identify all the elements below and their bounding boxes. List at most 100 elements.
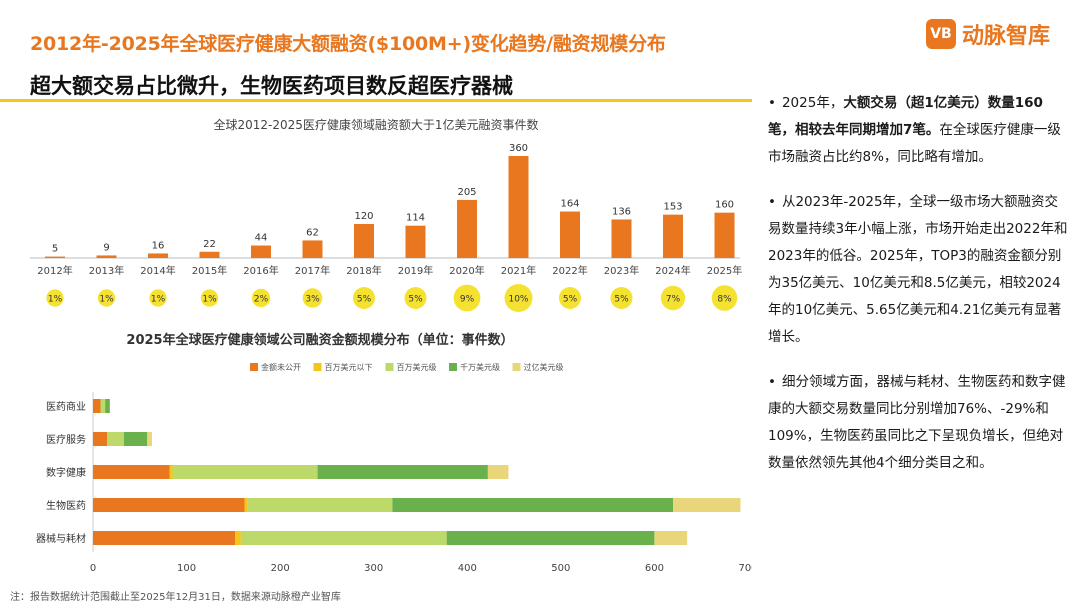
stack-segment-生物医药 (673, 498, 741, 512)
share-label: 1% (48, 295, 63, 305)
brand-logo-icon: VB (925, 19, 956, 49)
bullet-text: 大额交易（超1亿美元）数量160笔，相较去年同期增加7笔。 (768, 95, 1043, 138)
bullet-dot-icon: • (768, 194, 776, 210)
share-bubble (711, 285, 738, 311)
share-bubble (453, 284, 481, 312)
bar-value-label: 153 (663, 202, 682, 213)
share-bubble (302, 288, 323, 308)
share-label: 5% (408, 295, 423, 305)
x-tick-label: 2021年 (501, 264, 536, 277)
y-category-label: 生物医药 (46, 499, 86, 512)
stack-chart-title: 2025年全球医疗健康领域公司融资金额规模分布（单位：事件数） (126, 333, 514, 348)
x-tick-label: 2018年 (346, 264, 381, 277)
stack-segment-医疗服务 (147, 432, 152, 446)
stack-segment-医药商业 (100, 399, 106, 413)
stack-segment-生物医药 (392, 498, 674, 512)
y-category-label: 医药商业 (46, 400, 86, 413)
share-bubble (97, 289, 116, 307)
bar-2018年 (354, 224, 374, 258)
page-subtitle: 超大额交易占比微升，生物医药项目数反超医疗器械 (30, 74, 513, 98)
bar-2017年 (302, 240, 323, 258)
bullet-text: 在全球医疗健康一级市场融资占比约8%，同比略有增加。 (768, 122, 1061, 165)
share-label: 3% (305, 295, 320, 305)
stack-segment-医疗服务 (107, 432, 124, 446)
bar-value-label: 114 (406, 213, 425, 224)
x-tick-label: 2019年 (398, 264, 433, 277)
share-bubble (251, 288, 271, 308)
funding-size-stacked-chart: 金额未公开 百万美元以下 百万美元级 千万美元级 过亿美元级 0 100 200 300 400 5… (36, 362, 752, 574)
bar-2024年 (663, 214, 683, 258)
x-tick-label: 2022年 (552, 264, 587, 277)
x-tick-label: 2023年 (604, 264, 639, 277)
x-tick-label: 700 (738, 563, 752, 574)
x-tick-label: 2024年 (655, 264, 690, 277)
legend-label: 千万美元级 (460, 362, 500, 372)
y-category-label: 器械与耗材 (36, 532, 86, 545)
stack-segment-数字健康 (317, 465, 488, 479)
bullet-text: 细分领域方面，器械与耗材、生物医药和数字健康的大额交易数量同比分别增加76%、-… (768, 374, 1066, 471)
y-category-label: 数字健康 (46, 466, 86, 479)
annual-deals-bar-chart: 5 2012年 1% 9 2013年 1% 16 2014年 1% 22 2015年 1% 44 2016… (30, 143, 742, 312)
x-tick-label: 2025年 (707, 264, 742, 277)
share-label: 10% (508, 295, 528, 305)
bar-2022年 (560, 211, 580, 258)
x-tick-label: 500 (551, 563, 570, 574)
stack-segment-器械与耗材 (240, 531, 447, 545)
x-tick-label: 200 (271, 563, 290, 574)
bullet-text: 2025年， (781, 95, 844, 111)
stack-segment-数字健康 (93, 465, 170, 479)
stack-segment-器械与耗材 (654, 531, 688, 545)
x-tick-label: 0 (90, 563, 96, 574)
bullet-dot-icon: • (768, 374, 776, 390)
share-label: 5% (357, 295, 372, 305)
share-label: 2% (254, 295, 269, 305)
y-category-label: 医疗服务 (46, 433, 86, 446)
share-label: 8% (717, 295, 732, 305)
stack-segment-生物医药 (93, 498, 245, 512)
legend-label: 金额未公开 (261, 362, 301, 372)
source-note: 注：报告数据统计范围截止至2025年12月31日，数据来源动脉橙产业智库 (10, 592, 341, 603)
bar-value-label: 205 (457, 187, 476, 198)
bar-2013年 (96, 255, 117, 258)
stack-segment-器械与耗材 (235, 531, 241, 545)
bullet-dot-icon: • (768, 95, 776, 111)
bar-value-label: 22 (203, 239, 216, 250)
bar-value-label: 44 (255, 233, 268, 244)
bar-value-label: 9 (103, 242, 109, 253)
bar-value-label: 164 (560, 199, 579, 210)
x-tick-label: 100 (177, 563, 196, 574)
x-tick-label: 600 (645, 563, 664, 574)
share-bubble (504, 284, 533, 312)
bullet-text: 从2023年-2025年，全球一级市场大额融资交易数量持续3年小幅上涨，市场开始… (768, 194, 1068, 345)
bar-value-label: 360 (509, 143, 528, 154)
stack-segment-生物医药 (244, 498, 248, 512)
share-bubble (404, 287, 427, 309)
legend-swatch (512, 363, 521, 371)
share-bubble (200, 289, 219, 307)
stack-segment-医疗服务 (93, 432, 108, 446)
share-label: 1% (151, 295, 166, 305)
commentary-panel: • 2025年，大额交易（超1亿美元）数量160笔，相较去年同期增加7笔。在全球医… (768, 90, 1068, 495)
brand-logo: VB 动脉智库 (925, 18, 1050, 50)
stack-segment-数字健康 (172, 465, 318, 479)
share-label: 9% (460, 295, 475, 305)
page-title: 2012年-2025年全球医疗健康大额融资($100M+)变化趋势/融资规模分布 (30, 33, 666, 55)
stack-segment-医药商业 (93, 399, 101, 413)
legend-label: 百万美元以下 (325, 362, 373, 372)
legend-label: 过亿美元级 (524, 362, 564, 372)
stack-segment-器械与耗材 (446, 531, 655, 545)
bar-2014年 (148, 253, 168, 258)
bar-value-label: 16 (152, 240, 165, 251)
bar-value-label: 5 (52, 244, 58, 255)
share-bubble (46, 289, 64, 307)
share-label: 1% (202, 295, 217, 305)
x-tick-label: 2017年 (295, 264, 330, 277)
bar-value-label: 136 (612, 206, 631, 217)
share-label: 5% (614, 295, 629, 305)
commentary-bullet: • 2025年，大额交易（超1亿美元）数量160笔，相较去年同期增加7笔。在全球医… (768, 90, 1068, 171)
share-bubble (149, 289, 167, 307)
divider-rule (0, 99, 752, 102)
x-tick-label: 2013年 (89, 264, 124, 277)
stack-segment-数字健康 (487, 465, 509, 479)
legend-swatch (449, 363, 457, 371)
